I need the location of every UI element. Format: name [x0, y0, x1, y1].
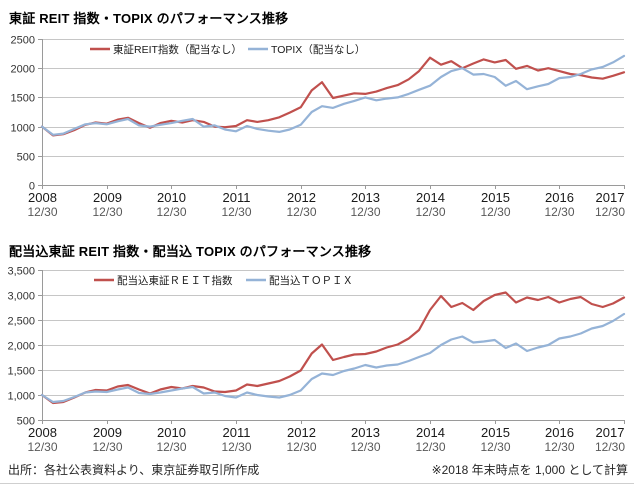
x-tick-date-label: 12/30	[221, 440, 251, 454]
series-line-1	[40, 312, 626, 404]
x-tick-date-label: 12/30	[156, 205, 186, 219]
x-tick-date-label: 12/30	[415, 440, 445, 454]
x-tick-date-label: 12/30	[92, 205, 122, 219]
x-tick-year-label: 2015	[481, 425, 510, 440]
y-tick-label: 3,000	[7, 291, 35, 303]
series-line-0	[40, 56, 626, 137]
bottom-divider	[0, 483, 634, 484]
x-tick-year-label: 2015	[481, 190, 510, 205]
x-tick-date-label: 12/30	[286, 440, 316, 454]
x-tick-date-label: 12/30	[350, 440, 380, 454]
x-tick-date-label: 12/30	[286, 205, 316, 219]
top-chart-title: 東証 REIT 指数・TOPIX のパフォーマンス推移	[9, 11, 289, 26]
x-tick-date-label: 12/30	[156, 440, 186, 454]
x-tick-year-label: 2016	[545, 190, 574, 205]
x-tick-year-label: 2008	[28, 425, 57, 440]
x-tick-year-label: 2010	[157, 425, 186, 440]
x-tick-date-label: 12/30	[27, 440, 57, 454]
x-tick-year-label: 2009	[93, 425, 122, 440]
x-tick-date-label: 12/30	[480, 440, 510, 454]
bottom-chart: 5001,0001,5002,0002,5003,0003,500200812/…	[7, 266, 626, 455]
x-tick-year-label: 2017	[596, 190, 625, 205]
bottom-chart-title: 配当込東証 REIT 指数・配当込 TOPIX のパフォーマンス推移	[9, 244, 372, 259]
legend-label-1: TOPIX（配当なし）	[271, 43, 365, 56]
legend-label-1: 配当込ＴＯＰＩＸ	[269, 274, 353, 287]
x-tick-year-label: 2014	[416, 190, 445, 205]
y-tick-label: 0	[29, 181, 35, 193]
x-tick-year-label: 2016	[545, 425, 574, 440]
x-tick-year-label: 2017	[596, 425, 625, 440]
legend-label-0: 東証REIT指数（配当なし）	[113, 43, 242, 56]
y-tick-label: 1,500	[7, 366, 35, 378]
y-tick-label: 500	[17, 416, 35, 428]
x-tick-year-label: 2010	[157, 190, 186, 205]
calc-note: ※2018 年末時点を 1,000 として計算	[431, 463, 628, 477]
x-tick-year-label: 2008	[28, 190, 57, 205]
y-tick-label: 2000	[11, 64, 35, 76]
y-tick-label: 500	[17, 152, 35, 164]
y-tick-label: 2500	[11, 35, 35, 47]
x-tick-year-label: 2012	[287, 190, 316, 205]
x-tick-date-label: 12/30	[415, 205, 445, 219]
series-line-0	[40, 291, 626, 405]
legend-label-0: 配当込東証ＲＥＩＴ指数	[117, 274, 233, 287]
x-tick-date-label: 12/30	[544, 205, 574, 219]
top-chart: 05001000150020002500200812/30200912/3020…	[11, 35, 626, 220]
x-tick-date-label: 12/30	[544, 440, 574, 454]
source-note: 出所：各社公表資料より、東京証券取引所作成	[8, 463, 260, 477]
x-tick-date-label: 12/30	[595, 205, 625, 219]
x-tick-year-label: 2014	[416, 425, 445, 440]
y-tick-label: 3,500	[7, 266, 35, 278]
x-tick-date-label: 12/30	[595, 440, 625, 454]
y-tick-label: 2,000	[7, 341, 35, 353]
x-tick-date-label: 12/30	[221, 205, 251, 219]
x-tick-year-label: 2011	[223, 425, 251, 440]
y-tick-label: 1,000	[7, 391, 35, 403]
x-tick-year-label: 2013	[351, 190, 380, 205]
x-tick-date-label: 12/30	[27, 205, 57, 219]
y-tick-label: 2,500	[7, 316, 35, 328]
x-tick-date-label: 12/30	[480, 205, 510, 219]
x-tick-year-label: 2012	[287, 425, 316, 440]
footer: 出所：各社公表資料より、東京証券取引所作成 ※2018 年末時点を 1,000 …	[8, 461, 628, 478]
series-line-1	[40, 54, 626, 136]
x-tick-year-label: 2009	[93, 190, 122, 205]
x-tick-year-label: 2013	[351, 425, 380, 440]
y-tick-label: 1500	[11, 93, 35, 105]
x-tick-year-label: 2011	[223, 190, 251, 205]
y-tick-label: 1000	[11, 123, 35, 135]
x-tick-date-label: 12/30	[92, 440, 122, 454]
x-tick-date-label: 12/30	[350, 205, 380, 219]
